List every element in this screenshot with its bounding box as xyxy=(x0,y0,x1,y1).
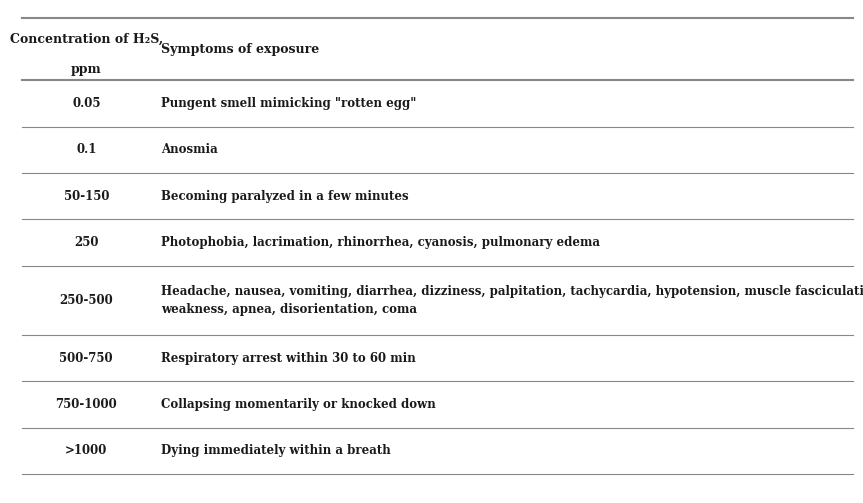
Text: 0.1: 0.1 xyxy=(76,143,97,156)
Text: Photophobia, lacrimation, rhinorrhea, cyanosis, pulmonary edema: Photophobia, lacrimation, rhinorrhea, cy… xyxy=(161,236,601,249)
Text: Becoming paralyzed in a few minutes: Becoming paralyzed in a few minutes xyxy=(161,190,409,203)
Text: 500-750: 500-750 xyxy=(60,352,113,365)
Text: 50-150: 50-150 xyxy=(64,190,109,203)
Text: >1000: >1000 xyxy=(65,444,108,457)
Text: 250-500: 250-500 xyxy=(60,294,113,307)
Text: Collapsing momentarily or knocked down: Collapsing momentarily or knocked down xyxy=(161,398,436,411)
Text: 250: 250 xyxy=(74,236,98,249)
Text: Anosmia: Anosmia xyxy=(161,143,218,156)
Text: Respiratory arrest within 30 to 60 min: Respiratory arrest within 30 to 60 min xyxy=(161,352,416,365)
Text: Symptoms of exposure: Symptoms of exposure xyxy=(161,43,319,55)
Text: Dying immediately within a breath: Dying immediately within a breath xyxy=(161,444,391,457)
Text: 750-1000: 750-1000 xyxy=(55,398,117,411)
Text: ppm: ppm xyxy=(71,63,102,75)
Text: Concentration of H₂S,: Concentration of H₂S, xyxy=(9,33,163,45)
Text: Pungent smell mimicking "rotten egg": Pungent smell mimicking "rotten egg" xyxy=(161,97,417,110)
Text: 0.05: 0.05 xyxy=(72,97,101,110)
Text: Headache, nausea, vomiting, diarrhea, dizziness, palpitation, tachycardia, hypot: Headache, nausea, vomiting, diarrhea, di… xyxy=(161,285,863,316)
